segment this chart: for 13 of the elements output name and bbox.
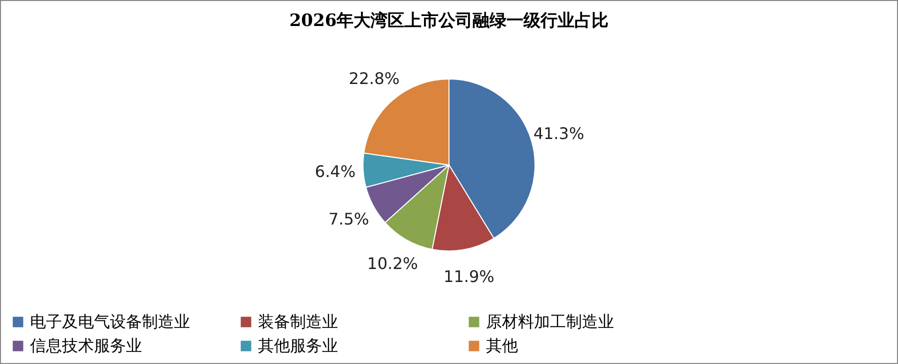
data-label: 11.9% xyxy=(444,267,494,286)
data-label: 10.2% xyxy=(367,254,418,274)
chart-title: 2026年大湾区上市公司融绿一级行业占比 xyxy=(289,11,609,31)
data-label: 22.8% xyxy=(348,68,400,88)
data-label: 41.3% xyxy=(533,124,584,144)
data-label: 7.5% xyxy=(328,209,370,228)
legend-label: 信息技术服务业 xyxy=(30,336,142,355)
legend-label: 其他服务业 xyxy=(258,336,338,355)
legend-label: 其他 xyxy=(486,336,518,355)
legend-label: 原材料加工制造业 xyxy=(486,312,614,331)
legend-label: 装备制造业 xyxy=(258,312,338,331)
legend-label: 电子及电气设备制造业 xyxy=(30,312,190,331)
data-label: 6.4% xyxy=(314,162,356,181)
